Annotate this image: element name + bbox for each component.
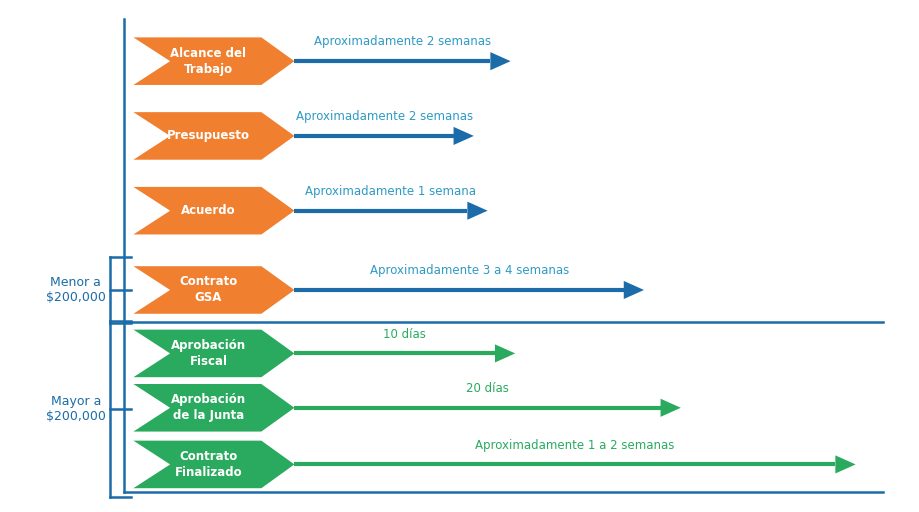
Text: Contrato
Finalizado: Contrato Finalizado bbox=[175, 450, 242, 479]
Text: Menor a
$200,000: Menor a $200,000 bbox=[46, 276, 106, 304]
Text: Aproximadamente 2 semanas: Aproximadamente 2 semanas bbox=[313, 35, 491, 49]
Text: Mayor a
$200,000: Mayor a $200,000 bbox=[46, 395, 106, 423]
Text: 10 días: 10 días bbox=[383, 328, 425, 340]
Polygon shape bbox=[490, 52, 510, 70]
Polygon shape bbox=[133, 441, 294, 488]
Text: Presupuesto: Presupuesto bbox=[166, 130, 250, 142]
Polygon shape bbox=[133, 266, 294, 314]
Polygon shape bbox=[494, 345, 515, 362]
Polygon shape bbox=[453, 127, 473, 145]
Text: Alcance del
Trabajo: Alcance del Trabajo bbox=[170, 47, 246, 76]
Text: Contrato
GSA: Contrato GSA bbox=[179, 275, 237, 305]
Text: Aproximadamente 1 a 2 semanas: Aproximadamente 1 a 2 semanas bbox=[475, 439, 674, 452]
Polygon shape bbox=[133, 330, 294, 377]
Polygon shape bbox=[660, 399, 680, 417]
Text: Aprobación
Fiscal: Aprobación Fiscal bbox=[171, 339, 245, 368]
Text: 20 días: 20 días bbox=[466, 382, 508, 395]
Text: Aproximadamente 1 semana: Aproximadamente 1 semana bbox=[305, 185, 476, 198]
Polygon shape bbox=[133, 187, 294, 234]
Text: Acuerdo: Acuerdo bbox=[181, 204, 235, 217]
Text: Aproximadamente 3 a 4 semanas: Aproximadamente 3 a 4 semanas bbox=[369, 264, 568, 278]
Text: Aprobación
de la Junta: Aprobación de la Junta bbox=[171, 393, 245, 422]
Polygon shape bbox=[133, 112, 294, 160]
Polygon shape bbox=[133, 37, 294, 85]
Text: Aproximadamente 2 semanas: Aproximadamente 2 semanas bbox=[295, 110, 472, 123]
Polygon shape bbox=[133, 384, 294, 432]
Polygon shape bbox=[467, 202, 487, 220]
Polygon shape bbox=[834, 455, 855, 474]
Polygon shape bbox=[623, 281, 643, 299]
